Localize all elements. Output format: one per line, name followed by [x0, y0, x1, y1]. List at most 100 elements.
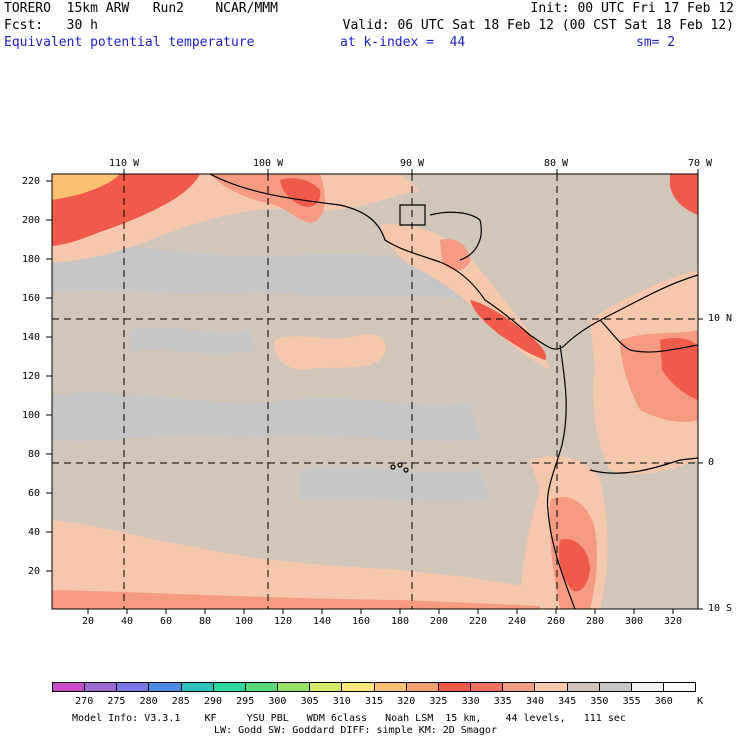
- ecuador-border: [589, 457, 698, 474]
- colorbar-label: 295: [236, 696, 255, 707]
- x-tick-label: 20: [82, 616, 95, 627]
- y-tick-label: 100: [22, 410, 41, 421]
- model-title: TORERO 15km ARW Run2 NCAR/MMM: [4, 1, 278, 16]
- x-tick-label: 300: [625, 616, 644, 627]
- colorbar-swatch: [117, 683, 150, 691]
- warmer-honduras: [440, 239, 470, 271]
- colorbar-label: 345: [558, 696, 577, 707]
- level-label: at k-index = 44: [340, 35, 466, 50]
- x-tick-label: 100: [235, 616, 254, 627]
- warm-tongue: [274, 334, 387, 370]
- hot-venezuela: [660, 338, 698, 400]
- colorbar-label: 280: [139, 696, 158, 707]
- colorbar-label: 335: [493, 696, 512, 707]
- colorbar-swatch: [631, 683, 664, 691]
- colorbar-swatch: [213, 683, 246, 691]
- colorbar-swatch: [471, 683, 504, 691]
- x-tick-label: 320: [664, 616, 683, 627]
- smoothing-label: sm= 2: [636, 35, 676, 50]
- lat-label-10s: 10 S: [708, 603, 733, 614]
- colorbar-unit: K: [697, 696, 704, 707]
- lon-label-70w: 70 W: [688, 158, 713, 169]
- colorbar-swatch: [535, 683, 568, 691]
- lon-label-110w: 110 W: [109, 158, 140, 169]
- colorbar-swatch: [149, 683, 182, 691]
- x-tick-label: 240: [508, 616, 527, 627]
- hot-peru: [558, 539, 590, 592]
- warm-band-south: [52, 520, 540, 609]
- x-tick-label: 220: [469, 616, 488, 627]
- model-info: Model Info: V3.3.1 KF YSU PBL WDM 6class…: [72, 713, 626, 724]
- belize-guatemala: [399, 204, 426, 226]
- init-time: Init: 00 UTC Fri 17 Feb 12: [530, 1, 735, 16]
- cool-patch-south: [300, 466, 490, 502]
- colorbar-swatch: [374, 683, 407, 691]
- colorbar-label: 325: [429, 696, 448, 707]
- map-frame: [51, 173, 699, 610]
- hot-costa-rica: [470, 300, 547, 360]
- x-tick-label: 280: [586, 616, 605, 627]
- gulf-honduras: [429, 211, 482, 261]
- y-tick-label: 220: [22, 176, 41, 187]
- colorbar-label: 340: [525, 696, 545, 707]
- south-america-coast: [546, 344, 576, 609]
- x-tick-label: 200: [430, 616, 449, 627]
- physics-info: LW: Godd SW: Goddard DIFF: simple KM: 2D…: [214, 725, 497, 736]
- y-tick-label: 40: [28, 527, 41, 538]
- hottest-northwest: [52, 174, 120, 200]
- x-tick-label: 160: [352, 616, 371, 627]
- colorbar-swatch: [503, 683, 536, 691]
- colorbar-swatch: [663, 683, 696, 691]
- x-tick-label: 40: [121, 616, 134, 627]
- lon-label-80w: 80 W: [544, 158, 569, 169]
- y-tick-label: 80: [28, 449, 41, 460]
- graticule: [52, 174, 698, 609]
- colorbar-label: 270: [75, 696, 94, 707]
- hot-mexico: [280, 178, 321, 207]
- forecast-hour: Fcst: 30 h: [4, 18, 98, 33]
- colorbar-label: 290: [203, 696, 223, 707]
- y-tick-label: 200: [22, 215, 41, 226]
- cool-patch-north: [52, 243, 470, 300]
- colorbar-swatch: [599, 683, 632, 691]
- warmer-band-south: [52, 590, 540, 609]
- x-tick-label: 180: [391, 616, 410, 627]
- colorbar-swatch: [310, 683, 343, 691]
- colorbar-swatch: [567, 683, 600, 691]
- colorbar-label: 315: [364, 696, 384, 707]
- y-tick-label: 160: [22, 293, 41, 304]
- northern-colombia: [599, 319, 698, 353]
- hot-northeast: [670, 174, 698, 215]
- cool-patch-west: [130, 327, 255, 354]
- x-tick-label: 140: [313, 616, 332, 627]
- hot-northwest: [52, 174, 200, 246]
- colorbar-swatch: [245, 683, 279, 691]
- axis-ticks: [46, 169, 703, 614]
- y-tick-label: 120: [22, 371, 41, 382]
- colorbar-swatch: [53, 683, 86, 691]
- colorbar-swatch: [438, 683, 472, 691]
- colorbar-label: 305: [300, 696, 319, 707]
- galapagos-1: [390, 464, 396, 470]
- valid-time: Valid: 06 UTC Sat 18 Feb 12 (00 CST Sat …: [342, 18, 734, 33]
- lon-label-90w: 90 W: [400, 158, 425, 169]
- colorbar-swatch: [181, 683, 214, 691]
- x-tick-label: 80: [199, 616, 212, 627]
- y-tick-label: 60: [28, 488, 41, 499]
- colorbar-label: 275: [107, 696, 126, 707]
- cool-patch-middle: [52, 392, 480, 442]
- lon-label-100w: 100 W: [253, 158, 284, 169]
- lat-label-10n: 10 N: [708, 313, 733, 324]
- lat-label-0: 0: [708, 457, 715, 468]
- colorbar-label: 285: [171, 696, 190, 707]
- colorbar-swatch: [342, 683, 375, 691]
- x-tick-label: 260: [547, 616, 566, 627]
- field-name: Equivalent potential temperature: [4, 35, 255, 50]
- coastlines: [209, 174, 698, 609]
- x-tick-label: 60: [160, 616, 173, 627]
- colorbar-label: 350: [590, 696, 609, 707]
- colorbar-label: 310: [332, 696, 351, 707]
- colorbar: [52, 682, 696, 692]
- y-tick-label: 180: [22, 254, 41, 265]
